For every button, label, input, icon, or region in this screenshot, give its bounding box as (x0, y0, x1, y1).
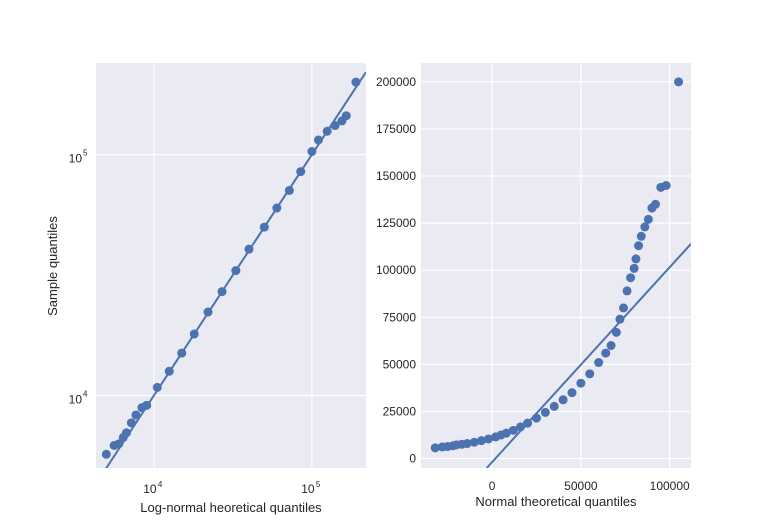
left-data-point (189, 329, 199, 339)
right-data-point (601, 348, 611, 358)
right-y-tick-label: 25000 (383, 404, 417, 418)
right-data-point (567, 388, 577, 398)
left-data-point (114, 439, 124, 449)
right-data-point (619, 303, 628, 313)
left-y-tick-exponent: 5 (83, 149, 88, 158)
left-data-point (217, 287, 227, 297)
left-x-tick-exponent: 5 (316, 480, 321, 489)
right-y-tick-label: 100000 (376, 263, 416, 277)
left-data-point (351, 77, 361, 87)
left-x-tick-exponent: 4 (158, 480, 163, 489)
right-x-tick-label: 50000 (564, 479, 598, 493)
right-data-point (622, 286, 632, 296)
left-x-tick-label: 10 (301, 482, 315, 496)
left-x-axis-label: Log-normal heoretical quantiles (140, 500, 322, 515)
right-y-tick-label: 50000 (383, 357, 417, 371)
right-data-point (585, 369, 595, 379)
right-data-point (508, 425, 518, 435)
right-data-point (523, 418, 533, 428)
left-data-point (313, 135, 323, 145)
left-data-point (322, 126, 332, 136)
left-points (101, 77, 361, 459)
right-data-point (476, 436, 486, 446)
left-x-tick-label: 10 (143, 482, 157, 496)
right-tick-labels: 0 50000 100000 0 25000 50000 75000 100000 125000… (376, 75, 690, 493)
right-data-point (549, 401, 559, 411)
right-data-point (643, 214, 653, 224)
right-y-tick-label: 150000 (376, 169, 416, 183)
left-data-point (330, 121, 340, 131)
lognormal-qq-panel: 10 4 10 510 410 5 Log-normal heoretical quant… (45, 63, 366, 515)
right-x-tick-label: 0 (489, 479, 496, 493)
right-data-point (430, 443, 440, 453)
right-data-point (515, 422, 525, 432)
left-data-point (101, 449, 111, 459)
left-data-point (121, 428, 131, 438)
left-data-point (126, 418, 136, 428)
right-data-point (629, 263, 639, 273)
left-data-point (164, 366, 174, 376)
left-data-point (284, 185, 294, 195)
right-data-point (631, 254, 641, 264)
right-data-point (626, 273, 636, 283)
left-y-tick-label: 10 (69, 152, 83, 166)
right-data-point (650, 199, 660, 209)
left-data-point (307, 146, 317, 156)
right-data-point (615, 314, 625, 324)
right-grid (421, 63, 691, 468)
right-data-point (558, 395, 568, 405)
right-data-point (462, 439, 472, 449)
left-data-point (142, 400, 152, 410)
right-points (430, 77, 684, 453)
left-grid (96, 63, 366, 468)
right-x-tick-label: 100000 (650, 479, 690, 493)
left-data-point (203, 307, 213, 317)
left-data-point (244, 244, 254, 254)
right-data-point (634, 241, 644, 251)
right-data-point (576, 378, 586, 388)
right-data-point (661, 180, 671, 190)
right-data-point (606, 341, 616, 351)
right-data-point (501, 428, 511, 438)
left-plot-area (96, 63, 366, 468)
left-y-axis-label: Sample quantiles (45, 216, 60, 316)
left-data-point (259, 222, 269, 232)
left-tick-labels: 10 4 10 510 410 5 (69, 149, 321, 496)
right-y-tick-label: 200000 (376, 75, 416, 89)
right-y-tick-label: 175000 (376, 122, 416, 136)
left-y-tick-label: 10 (69, 392, 83, 406)
left-data-point (152, 382, 162, 392)
left-data-point (131, 410, 141, 420)
left-y-tick-exponent: 4 (83, 389, 88, 398)
left-data-point (177, 348, 187, 358)
right-x-axis-label: Normal theoretical quantiles (475, 494, 637, 509)
right-data-point (611, 327, 621, 337)
left-data-point (341, 111, 351, 121)
right-data-point (484, 434, 493, 444)
right-data-point (640, 222, 650, 232)
left-data-point (296, 167, 306, 177)
right-plot-area (421, 63, 691, 468)
right-data-point (674, 77, 684, 87)
normal-qq-panel: 0 50000 100000 0 25000 50000 75000 100000 125000… (376, 63, 691, 509)
right-y-tick-label: 0 (409, 452, 416, 466)
right-data-point (636, 231, 646, 241)
right-y-tick-label: 125000 (376, 216, 416, 230)
left-data-point (231, 266, 241, 276)
right-data-point (531, 413, 541, 423)
right-data-point (469, 437, 479, 447)
right-y-tick-label: 75000 (383, 310, 417, 324)
right-data-point (540, 407, 550, 417)
right-data-point (594, 358, 604, 368)
left-data-point (272, 203, 282, 213)
